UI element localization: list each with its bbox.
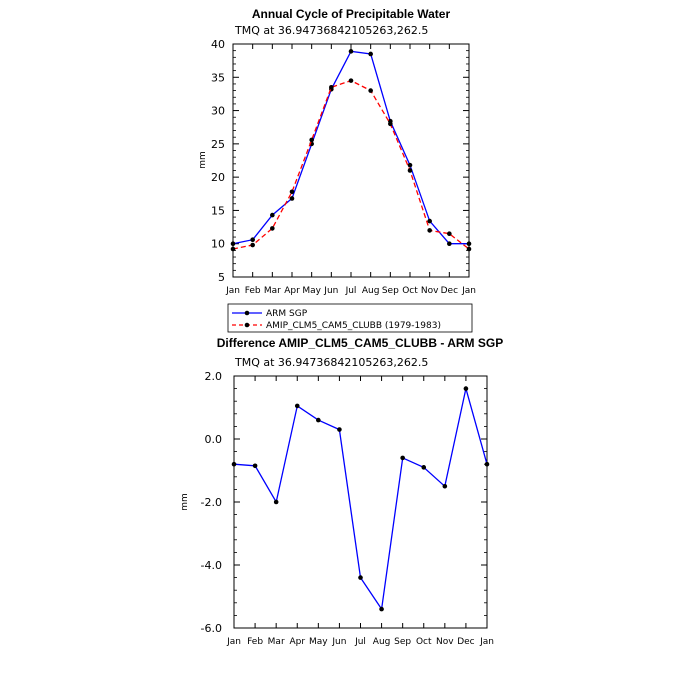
series-0-point [348, 49, 354, 54]
series-0-point [368, 51, 373, 57]
legend-marker-arm [244, 310, 250, 316]
series-1-point [407, 168, 413, 173]
series-0-point [421, 465, 427, 470]
series-1-point [466, 246, 472, 252]
series-0-point [252, 463, 258, 469]
x-tick-label: Apr [289, 637, 305, 647]
chart1-title: Annual Cycle of Precipitable Water [252, 7, 451, 21]
legend-box [227, 303, 473, 333]
series-0-point [447, 241, 452, 247]
series-0-point [407, 162, 413, 168]
series-0-point [250, 237, 255, 243]
y-tick-label: 15 [211, 204, 225, 217]
x-tick-label: Dec [457, 637, 474, 647]
series-0-point [484, 461, 490, 467]
series-0-point [337, 427, 342, 432]
series-0-point [400, 455, 405, 461]
x-tick-label: Feb [247, 637, 263, 647]
chart2-ylabel: mm [180, 493, 190, 511]
x-tick-label: Dec [441, 286, 458, 296]
y-tick-label: 10 [211, 238, 225, 251]
series-0-point [466, 241, 472, 247]
y-tick-label: -2.0 [201, 496, 222, 509]
x-tick-label: Jan [479, 637, 494, 647]
x-tick-label: Sep [394, 637, 411, 647]
x-tick-label: Mar [268, 637, 285, 647]
x-tick-label: Nov [436, 637, 454, 647]
series-1-point [427, 228, 432, 233]
x-tick-label: Jul [354, 637, 366, 647]
chart1-subtitle: TMQ at 36.94736842105263,262.5 [234, 24, 428, 37]
series-1-point [230, 246, 236, 252]
y-tick-label: 30 [211, 105, 225, 118]
series-1-point [250, 242, 255, 248]
x-tick-label: Aug [362, 286, 380, 296]
y-tick-label: 2.0 [205, 370, 223, 383]
series-1-point [388, 121, 393, 127]
y-tick-label: -6.0 [201, 622, 222, 635]
x-tick-label: Oct [402, 286, 418, 296]
y-tick-label: 40 [211, 38, 225, 51]
x-tick-label: Jul [345, 286, 357, 296]
series-0-point [442, 483, 448, 489]
series-line-1 [232, 79, 470, 250]
series-0-point [289, 196, 295, 201]
legend-label-model: AMIP_CLM5_CAM5_CLUBB (1979-1983) [266, 321, 441, 331]
chart2-subtitle: TMQ at 36.94736842105263,262.5 [234, 356, 428, 369]
series-1-point [289, 189, 295, 195]
x-tick-label: Jun [331, 637, 346, 647]
series-1-point [348, 78, 354, 83]
series-0-point [379, 606, 384, 612]
y-tick-label: 25 [211, 138, 225, 151]
chart2-plot-frame [233, 375, 488, 629]
series-1-point [270, 226, 275, 231]
x-tick-label: Feb [245, 286, 261, 296]
x-tick-label: Sep [382, 286, 399, 296]
series-1-point [309, 137, 314, 143]
y-tick-label: -4.0 [201, 559, 222, 572]
series-0-point [230, 241, 236, 247]
series-1-point [329, 84, 334, 90]
x-tick-label: Apr [284, 286, 300, 296]
x-tick-label: Jan [225, 286, 240, 296]
chart2-title: Difference AMIP_CLM5_CAM5_CLUBB - ARM SG… [217, 336, 503, 350]
y-tick-label: 20 [211, 171, 225, 184]
series-0-point [316, 417, 321, 423]
series-1-point [447, 231, 452, 237]
x-tick-label: Oct [416, 637, 432, 647]
legend-marker-model [244, 322, 250, 328]
y-tick-label: 35 [211, 71, 225, 84]
x-tick-label: May [309, 637, 328, 647]
y-tick-label: 5 [218, 271, 225, 284]
y-tick-label: 0.0 [205, 433, 223, 446]
x-tick-label: Nov [421, 286, 439, 296]
x-tick-label: Jun [323, 286, 338, 296]
series-0-point [358, 575, 363, 580]
series-0-point [463, 386, 469, 391]
series-0-point [273, 499, 279, 505]
x-tick-label: Aug [373, 637, 391, 647]
x-tick-label: May [302, 286, 321, 296]
series-0-point [427, 218, 432, 224]
legend-label-arm: ARM SGP [266, 309, 308, 319]
series-0-point [231, 461, 237, 467]
series-1-point [368, 88, 373, 93]
chart1-ylabel: mm [198, 151, 208, 169]
x-tick-label: Jan [226, 637, 241, 647]
x-tick-label: Jan [461, 286, 476, 296]
series-0-point [270, 212, 275, 218]
series-0-point [294, 403, 300, 409]
x-tick-label: Mar [264, 286, 281, 296]
